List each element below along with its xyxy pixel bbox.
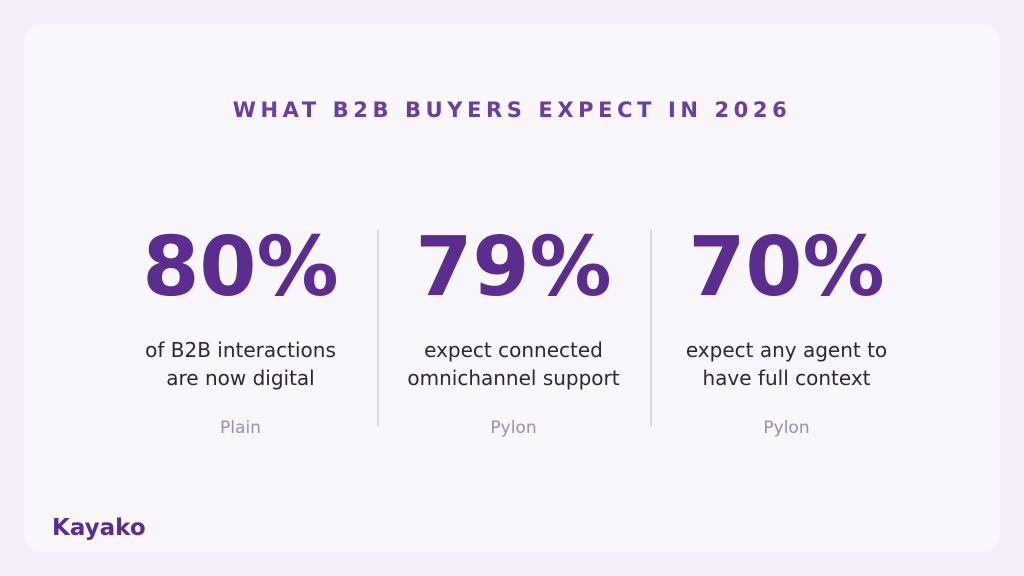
stat-digital-interactions: 80% of B2B interactions are now digital …	[104, 206, 377, 446]
stats-row: 80% of B2B interactions are now digital …	[104, 206, 924, 446]
stat-description: expect connected omnichannel support	[407, 338, 620, 390]
stat-source: Plain	[220, 418, 261, 438]
column-divider	[650, 230, 652, 426]
stat-value: 80%	[142, 220, 339, 315]
stat-omnichannel-support: 79% expect connected omnichannel support…	[377, 206, 650, 446]
stat-full-context: 70% expect any agent to have full contex…	[650, 206, 923, 446]
column-divider	[377, 230, 379, 426]
kayako-logo: Kayako	[52, 515, 146, 541]
stat-description: of B2B interactions are now digital	[145, 338, 336, 390]
stat-value: 70%	[688, 220, 885, 315]
page-title: WHAT B2B BUYERS EXPECT IN 2026	[232, 98, 792, 122]
stat-source: Pylon	[490, 418, 537, 438]
stat-value: 79%	[415, 220, 612, 315]
stats-card	[24, 24, 1000, 552]
stat-source: Pylon	[763, 418, 810, 438]
stat-description: expect any agent to have full context	[685, 338, 888, 390]
